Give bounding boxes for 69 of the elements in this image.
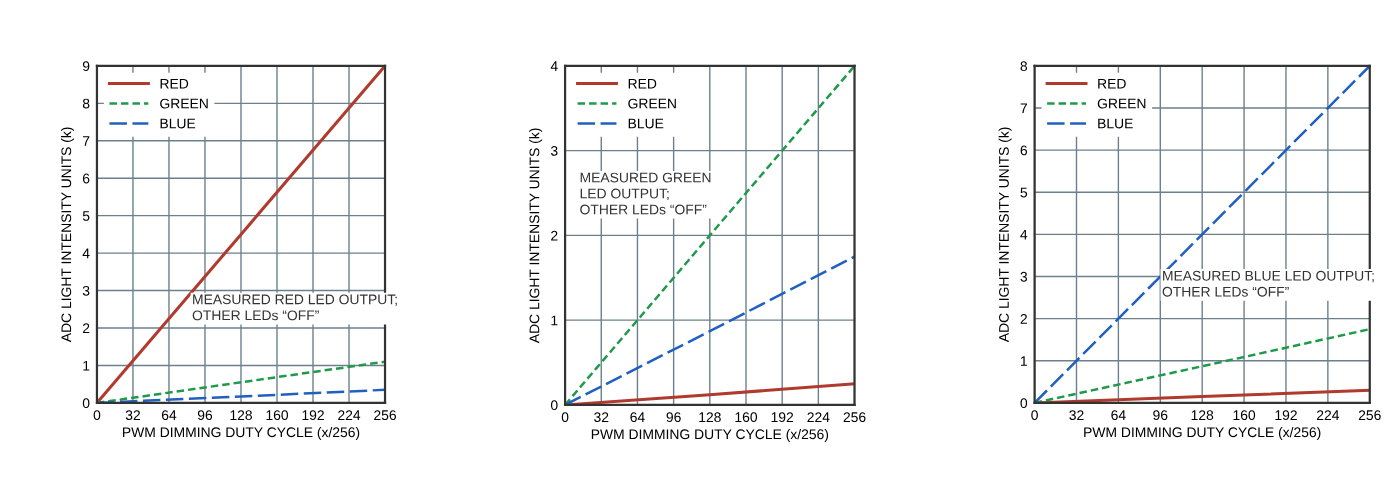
x-tick-label: 32 xyxy=(125,410,140,421)
legend-label: BLUE xyxy=(628,118,664,129)
legend-label: RED xyxy=(1098,78,1126,89)
x-tick-label: 128 xyxy=(1191,410,1214,421)
y-tick-label: 8 xyxy=(1020,61,1028,72)
x-tick-label: 96 xyxy=(666,412,681,423)
y-tick-label: 1 xyxy=(1020,356,1027,366)
x-tick-label: 224 xyxy=(338,410,361,420)
legend-label: BLUE xyxy=(1098,118,1133,129)
x-tick-label: 64 xyxy=(1111,410,1126,421)
y-tick-label: 6 xyxy=(1020,145,1028,156)
y-tick-label: 7 xyxy=(1020,103,1027,114)
y-tick-label: 3 xyxy=(82,285,90,296)
x-tick-label: 192 xyxy=(302,410,324,421)
y-tick-label: 1 xyxy=(551,315,558,326)
y-tick-label: 4 xyxy=(82,248,90,259)
x-tick-label: 160 xyxy=(266,410,289,421)
y-tick-label: 7 xyxy=(82,136,90,146)
y-axis-title: ADC LIGHT INTENSITY UNITS (k) xyxy=(61,127,74,343)
y-tick-label: 0 xyxy=(550,400,558,411)
x-tick-label: 192 xyxy=(771,412,794,423)
y-axis-title: ADC LIGHT INTENSITY UNITS (k) xyxy=(998,127,1012,343)
y-tick-label: 4 xyxy=(1020,229,1028,240)
legend-label: GREEN xyxy=(160,98,208,109)
y-tick-label: 2 xyxy=(1020,313,1027,324)
y-tick-label: 5 xyxy=(82,211,90,221)
y-tick-label: 4 xyxy=(550,61,558,71)
x-axis-title: PWM DIMMING DUTY CYCLE (x/256) xyxy=(1084,426,1321,440)
x-tick-label: 64 xyxy=(161,410,177,421)
y-tick-label: 3 xyxy=(550,145,558,156)
x-tick-label: 256 xyxy=(843,412,866,423)
x-tick-label: 224 xyxy=(807,412,830,422)
x-tick-label: 256 xyxy=(374,410,397,421)
x-tick-label: 96 xyxy=(1153,410,1168,421)
y-tick-label: 9 xyxy=(82,61,90,72)
y-tick-label: 2 xyxy=(82,323,90,334)
annotation: MEASURED RED LED OUTPUT; OTHER LEDs “OFF” xyxy=(192,294,397,321)
legend-label: GREEN xyxy=(628,98,676,109)
x-tick-label: 96 xyxy=(197,410,213,421)
y-tick-label: 0 xyxy=(82,398,90,409)
legend-label: GREEN xyxy=(1097,98,1146,109)
x-tick-label: 0 xyxy=(93,410,101,421)
y-tick-label: 8 xyxy=(82,98,90,109)
legend-label: RED xyxy=(160,78,189,89)
y-tick-label: 6 xyxy=(82,173,90,184)
x-axis-title: PWM DIMMING DUTY CYCLE (x/256) xyxy=(123,426,360,440)
legend-label: BLUE xyxy=(160,118,196,129)
x-axis-title: PWM DIMMING DUTY CYCLE (x/256) xyxy=(591,428,829,442)
annotation: MEASURED GREEN LED OUTPUT; OTHER LEDs “OFF” xyxy=(580,172,711,215)
x-tick-label: 224 xyxy=(1316,410,1340,420)
x-tick-label: 192 xyxy=(1275,410,1297,421)
x-tick-label: 64 xyxy=(630,412,645,423)
x-tick-label: 128 xyxy=(230,410,252,421)
x-tick-label: 160 xyxy=(735,412,758,423)
y-tick-label: 3 xyxy=(1020,271,1028,282)
x-tick-label: 0 xyxy=(561,412,569,423)
x-tick-label: 256 xyxy=(1358,410,1381,421)
y-axis-title: ADC LIGHT INTENSITY UNITS (k) xyxy=(529,128,543,344)
x-tick-label: 160 xyxy=(1233,410,1256,421)
x-tick-label: 128 xyxy=(699,412,721,423)
x-tick-label: 0 xyxy=(1031,410,1038,421)
y-tick-label: 0 xyxy=(1020,398,1028,409)
y-tick-label: 1 xyxy=(83,360,90,371)
x-tick-label: 32 xyxy=(594,412,609,423)
y-tick-label: 5 xyxy=(1020,187,1028,198)
x-tick-label: 32 xyxy=(1069,410,1084,421)
legend-label: RED xyxy=(628,78,657,89)
annotation: MEASURED BLUE LED OUTPUT; OTHER LEDs “OFF” xyxy=(1162,270,1374,297)
y-tick-label: 2 xyxy=(551,230,558,241)
